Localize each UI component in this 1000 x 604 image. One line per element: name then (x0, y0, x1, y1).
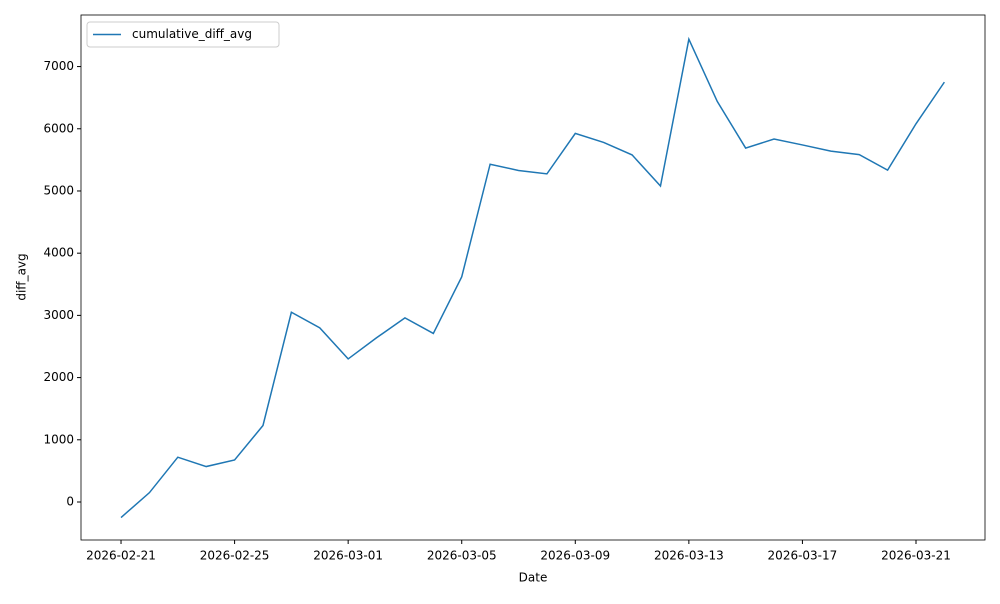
line-series (120, 36, 945, 519)
x-tick-label: 2026-03-01 (313, 549, 383, 563)
legend-label: cumulative_diff_avg (132, 27, 252, 41)
y-tick-label: 6000 (43, 121, 74, 135)
y-tick-label: 7000 (43, 59, 74, 73)
y-tick-label: 3000 (43, 308, 74, 322)
y-tick-label: 4000 (43, 246, 74, 260)
y-tick-label: 0 (66, 494, 74, 508)
x-tick-label: 2026-03-17 (768, 549, 838, 563)
x-tick-label: 2026-02-21 (86, 549, 156, 563)
x-tick-label: 2026-02-25 (200, 549, 270, 563)
x-axis-label: Date (519, 571, 548, 585)
x-tick-label: 2026-03-13 (654, 549, 724, 563)
x-tick-label: 2026-03-09 (540, 549, 610, 563)
x-tick-label: 2026-03-21 (881, 549, 951, 563)
y-tick-label: 1000 (43, 432, 74, 446)
legend-box (86, 21, 280, 48)
plot-frame (80, 14, 986, 541)
x-tick-label: 2026-03-05 (427, 549, 497, 563)
y-tick-label: 2000 (43, 370, 74, 384)
y-tick-label: 5000 (43, 183, 74, 197)
y-axis-label: diff_avg (15, 253, 29, 300)
